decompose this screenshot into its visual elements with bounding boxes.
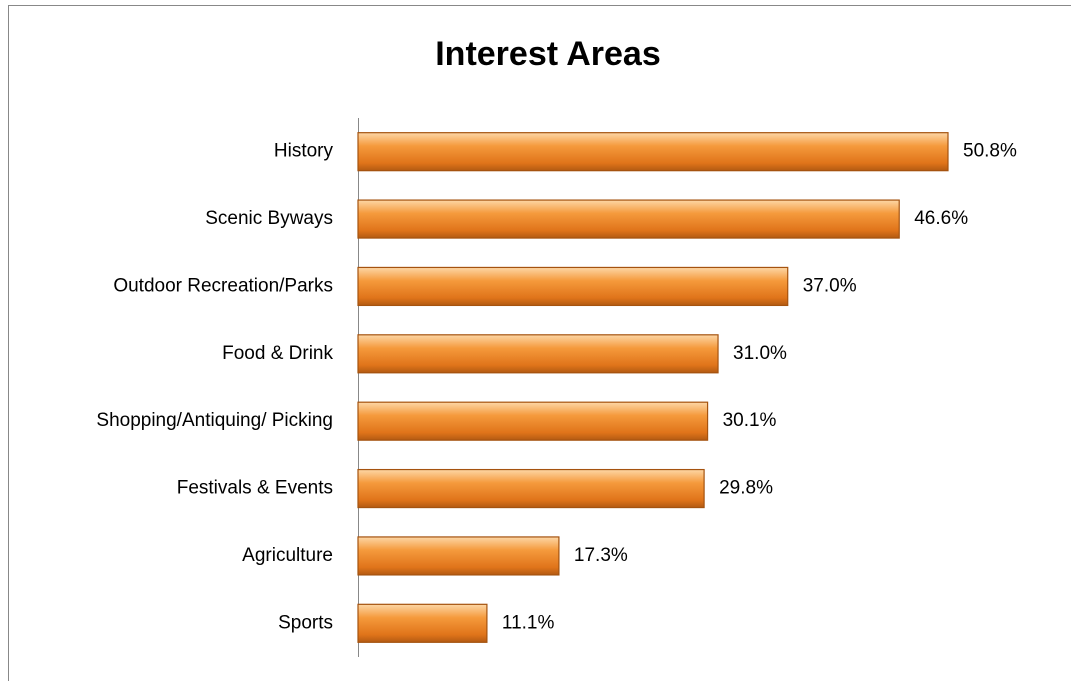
y-tick-label: Agriculture xyxy=(242,545,333,566)
y-tick-label: Sports xyxy=(278,612,333,633)
y-tick-label: Festivals & Events xyxy=(177,478,333,499)
bar xyxy=(357,401,709,441)
y-tick-label: Food & Drink xyxy=(222,343,333,364)
data-label: 50.8% xyxy=(963,141,1017,162)
data-label: 46.6% xyxy=(914,208,968,229)
data-label: 11.1% xyxy=(502,612,555,633)
bar xyxy=(357,536,560,576)
data-label: 37.0% xyxy=(803,275,857,296)
y-tick-label: Scenic Byways xyxy=(205,208,333,229)
bar xyxy=(357,132,949,172)
y-tick-label: Outdoor Recreation/Parks xyxy=(113,275,333,296)
data-label: 29.8% xyxy=(719,478,773,499)
data-label: 31.0% xyxy=(733,343,787,364)
bar xyxy=(357,468,705,509)
y-tick-label: Shopping/Antiquing/ Picking xyxy=(96,410,333,431)
data-label: 30.1% xyxy=(723,410,777,431)
bar xyxy=(357,266,789,307)
chart-title: Interest Areas xyxy=(435,35,661,73)
bar xyxy=(357,199,900,239)
y-tick-label: History xyxy=(274,141,334,162)
data-label: 17.3% xyxy=(574,545,628,566)
bar xyxy=(357,334,719,374)
bar xyxy=(357,603,488,643)
